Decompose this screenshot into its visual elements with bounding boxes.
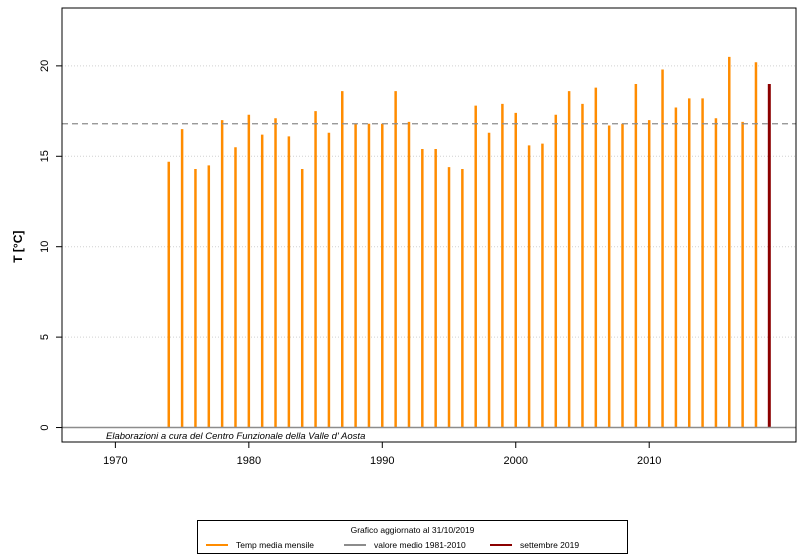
x-tick-label: 1970 [103, 455, 127, 467]
y-tick-label: 5 [39, 334, 51, 340]
legend-item-monthly: Temp media mensile [206, 539, 314, 551]
y-tick-label: 10 [39, 241, 51, 253]
grid-lines [62, 65, 796, 338]
y-tick-label: 15 [39, 150, 51, 162]
x-tick-label: 1990 [370, 455, 394, 467]
x-tick-label: 2000 [504, 455, 528, 467]
bar-series [167, 56, 771, 428]
legend-title: Grafico aggiornato al 31/10/2019 [350, 525, 475, 535]
y-axis: 0 5 10 15 20 [39, 60, 63, 431]
legend: Grafico aggiornato al 31/10/2019 Temp me… [197, 520, 628, 554]
y-tick-label: 20 [39, 60, 51, 72]
x-tick-label: 2010 [637, 455, 661, 467]
legend-item-mean: valore medio 1981-2010 [344, 539, 466, 551]
y-axis-label: T [°C] [11, 231, 25, 263]
y-tick-label: 0 [39, 424, 51, 430]
legend-label-monthly: Temp media mensile [236, 540, 314, 550]
x-tick-label: 1980 [237, 455, 261, 467]
legend-swatch-mean [344, 544, 366, 546]
legend-label-highlight: settembre 2019 [520, 540, 580, 550]
legend-swatch-monthly [206, 544, 228, 546]
plot-area-frame [61, 7, 797, 443]
credit-annotation: Elaborazioni a cura del Centro Funzional… [106, 431, 365, 442]
legend-label-mean: valore medio 1981-2010 [374, 540, 466, 550]
legend-swatch-highlight [490, 544, 512, 546]
legend-item-highlight: settembre 2019 [490, 539, 579, 551]
x-axis: 1970 1980 1990 2000 2010 [103, 441, 661, 467]
